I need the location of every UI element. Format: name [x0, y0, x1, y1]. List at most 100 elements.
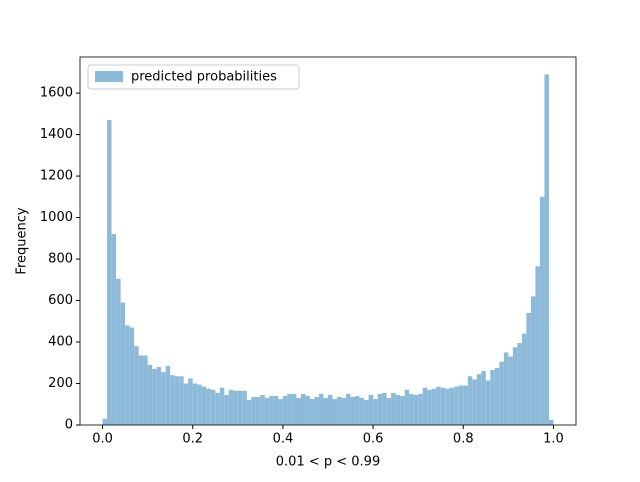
- x-tick-label: 0.2: [182, 432, 203, 447]
- histogram-bar: [530, 296, 536, 425]
- histogram-bar: [242, 390, 247, 425]
- histogram-bar: [111, 234, 117, 425]
- histogram-bar: [323, 398, 328, 425]
- histogram-bar: [143, 355, 148, 425]
- histogram-bar: [382, 392, 387, 425]
- histogram-bar: [368, 394, 374, 425]
- histogram-bar: [228, 389, 234, 425]
- histogram-bar: [300, 393, 306, 425]
- histogram-bar: [314, 396, 319, 425]
- histogram-bar: [156, 366, 162, 425]
- x-tick-label: 0.8: [453, 432, 474, 447]
- histogram-bar: [400, 395, 405, 425]
- histogram-bar: [328, 394, 333, 425]
- y-tick-label: 200: [48, 376, 73, 391]
- histogram-bar: [215, 392, 220, 425]
- histogram-bar: [512, 347, 518, 425]
- histogram-bar: [273, 395, 279, 425]
- histogram-bar: [364, 400, 369, 425]
- plot-frame: [79, 56, 577, 426]
- histogram-bar: [219, 387, 225, 425]
- histogram-bar: [422, 387, 428, 425]
- histogram-bar: [548, 419, 554, 425]
- histogram-bar: [499, 361, 504, 425]
- histogram-bar: [170, 375, 175, 425]
- histogram-bar: [102, 418, 108, 425]
- histogram-bar: [206, 388, 211, 425]
- histogram-bar: [251, 396, 256, 425]
- histogram-bar: [535, 266, 540, 425]
- histogram-bar: [476, 374, 482, 425]
- histogram-bar: [318, 393, 324, 425]
- histogram-bar: [472, 379, 477, 425]
- y-tick-label: 1000: [40, 210, 73, 225]
- x-tick-label: 0.4: [273, 432, 294, 447]
- histogram-bar: [134, 346, 139, 425]
- histogram-bar: [427, 389, 432, 425]
- histogram-bar: [418, 393, 423, 425]
- x-tick-label: 0.6: [363, 432, 384, 447]
- histogram-bar: [337, 396, 342, 425]
- histogram-bar: [116, 278, 121, 425]
- histogram-bar: [404, 389, 410, 425]
- histogram-bar: [152, 368, 157, 425]
- legend-label: predicted probabilities: [131, 70, 277, 85]
- x-axis-label: 0.01 < p < 0.99: [276, 455, 380, 470]
- histogram-bar: [458, 385, 464, 425]
- histogram-bar: [287, 393, 292, 425]
- histogram-bar: [161, 372, 166, 425]
- histogram-bar: [359, 398, 365, 425]
- histogram-bar: [440, 387, 446, 425]
- histogram-bar: [341, 398, 347, 425]
- histogram-bar: [436, 386, 441, 425]
- histogram-bar: [395, 394, 401, 425]
- y-tick-label: 800: [48, 252, 73, 267]
- histogram-bar: [463, 385, 468, 425]
- histogram-bar: [260, 394, 265, 425]
- histogram-bar: [346, 393, 351, 425]
- histogram-bar: [278, 399, 283, 425]
- histogram-bar: [147, 364, 153, 425]
- histogram-bar: [165, 365, 171, 425]
- histogram-bar: [503, 352, 509, 425]
- histogram-bar: [377, 393, 383, 425]
- histogram-bar: [174, 376, 180, 425]
- histogram-bar: [508, 356, 513, 425]
- histogram-bar: [282, 395, 288, 425]
- histogram-bar: [409, 393, 414, 425]
- y-tick-label: 400: [48, 335, 73, 350]
- histogram-bar: [539, 196, 545, 425]
- histogram-bar: [210, 389, 216, 425]
- histogram-bar: [391, 392, 396, 425]
- histogram-bar: [107, 120, 112, 425]
- histogram-bar: [237, 390, 243, 425]
- histogram-bar: [296, 398, 301, 425]
- histogram-bar: [332, 399, 338, 425]
- x-tick-label: 0.0: [92, 432, 113, 447]
- histogram-bar: [264, 398, 270, 425]
- histogram-bar: [201, 386, 207, 425]
- histogram-bar: [224, 394, 229, 425]
- histogram-bar: [350, 396, 356, 425]
- histogram-bar: [192, 383, 198, 425]
- histogram-bar: [233, 390, 238, 425]
- histogram-bar: [494, 367, 500, 425]
- legend-box: [87, 64, 300, 90]
- histogram-bar: [129, 327, 135, 425]
- histogram-bar: [485, 380, 491, 425]
- y-axis-label: Frequency: [15, 207, 30, 274]
- histogram-bar: [355, 395, 360, 425]
- legend-swatch: [95, 71, 123, 82]
- y-tick-label: 1200: [40, 169, 73, 184]
- histogram-bar: [188, 378, 193, 425]
- histogram-bar: [413, 394, 419, 425]
- histogram-bar: [490, 370, 495, 425]
- histogram-bar: [467, 376, 473, 425]
- y-tick-label: 600: [48, 293, 73, 308]
- histogram-bar: [255, 396, 261, 425]
- histogram-bar: [183, 383, 189, 425]
- y-tick-label: 1600: [40, 86, 73, 101]
- histogram-bar: [544, 74, 549, 426]
- histogram-bar: [449, 387, 455, 425]
